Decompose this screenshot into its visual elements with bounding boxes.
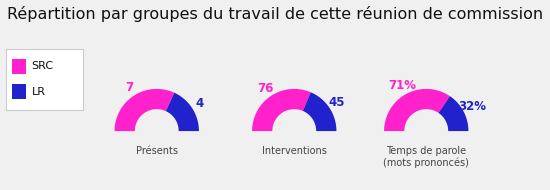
Text: Interventions: Interventions [262, 146, 327, 156]
Text: 4: 4 [196, 97, 204, 110]
Bar [12, 84, 25, 99]
Polygon shape [166, 93, 199, 131]
Polygon shape [438, 96, 469, 131]
Text: 71%: 71% [388, 79, 416, 92]
Text: 7: 7 [125, 81, 133, 94]
Text: Répartition par groupes du travail de cette réunion de commission: Répartition par groupes du travail de ce… [7, 6, 543, 22]
Polygon shape [252, 89, 311, 131]
Polygon shape [114, 89, 174, 131]
Text: SRC: SRC [32, 61, 54, 71]
Bar [12, 59, 25, 74]
Text: Temps de parole
(mots prononcés): Temps de parole (mots prononcés) [383, 146, 469, 168]
Text: Présents: Présents [136, 146, 178, 156]
Text: LR: LR [32, 87, 46, 97]
Text: 32%: 32% [458, 101, 486, 113]
Text: 76: 76 [258, 82, 274, 95]
Polygon shape [303, 92, 337, 131]
Polygon shape [384, 89, 450, 131]
Text: 45: 45 [329, 96, 345, 109]
